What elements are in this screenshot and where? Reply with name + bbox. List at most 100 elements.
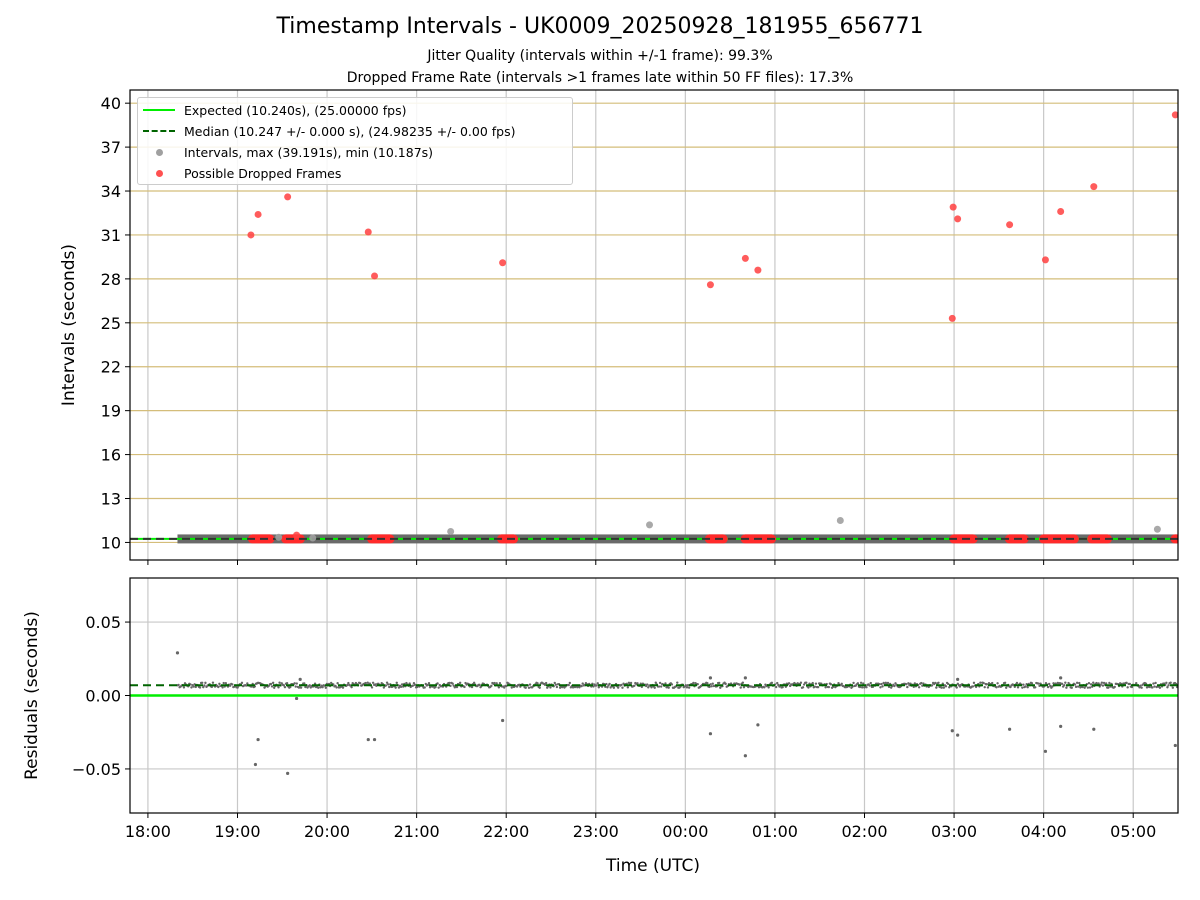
residual-point xyxy=(1154,681,1157,685)
residual-point xyxy=(217,685,220,689)
residual-point xyxy=(472,681,476,685)
residual-point xyxy=(657,685,661,688)
residual-point xyxy=(411,684,415,687)
dropped-frame-point xyxy=(948,314,956,322)
residual-point xyxy=(1135,682,1138,685)
dropped-frame-point xyxy=(1090,183,1098,191)
residual-point xyxy=(1081,685,1084,689)
residual-outlier-point xyxy=(743,754,747,758)
residual-point xyxy=(1003,681,1007,685)
residual-point xyxy=(549,686,552,689)
residual-point xyxy=(692,681,695,685)
residual-point xyxy=(1021,686,1024,689)
residual-point xyxy=(285,681,289,685)
legend-dropped-label: Possible Dropped Frames xyxy=(184,165,342,181)
residual-point xyxy=(203,684,206,687)
residual-point xyxy=(837,681,840,685)
residual-point xyxy=(538,686,541,689)
residual-outlier-point xyxy=(1008,727,1012,731)
dropped-frame-point xyxy=(949,203,957,211)
residual-point xyxy=(626,686,630,689)
residual-point xyxy=(218,682,221,686)
interval-point xyxy=(275,533,283,541)
residual-point xyxy=(942,686,946,689)
residual-point xyxy=(829,683,833,686)
residual-point xyxy=(738,683,741,686)
x-tick-label: 20:00 xyxy=(304,822,350,841)
residual-point xyxy=(774,685,778,689)
residual-point xyxy=(886,681,890,685)
residual-point xyxy=(739,686,742,689)
intervals-y-tick-label: 19 xyxy=(101,402,121,421)
x-tick-label: 18:00 xyxy=(125,822,171,841)
residual-point xyxy=(893,684,896,688)
residual-point xyxy=(347,681,350,685)
residual-point xyxy=(991,681,994,685)
residual-point xyxy=(708,685,711,689)
residual-point xyxy=(621,686,624,689)
intervals-y-tick-label: 13 xyxy=(101,490,121,509)
interval-point xyxy=(646,521,654,529)
residual-point xyxy=(1171,686,1175,689)
dropped-frame-point xyxy=(1041,256,1049,264)
residual-point xyxy=(606,686,609,689)
residual-point xyxy=(463,685,466,689)
residual-point xyxy=(437,686,440,689)
residual-outlier-point xyxy=(366,737,370,742)
residual-point xyxy=(865,685,868,689)
residual-point xyxy=(317,686,320,689)
residual-point xyxy=(1078,681,1081,685)
residual-point xyxy=(231,683,234,686)
residual-point xyxy=(436,682,439,685)
x-tick-label: 00:00 xyxy=(662,822,708,841)
residual-point xyxy=(940,686,943,689)
residual-point xyxy=(709,683,712,686)
residual-point xyxy=(364,681,367,685)
residual-point xyxy=(905,683,908,686)
residual-point xyxy=(434,685,437,689)
intervals-y-tick-label: 22 xyxy=(101,358,121,377)
legend-item-median: Median (10.247 +/- 0.000 s), (24.98235 +… xyxy=(142,121,515,141)
residuals-data xyxy=(130,651,1178,775)
residual-point xyxy=(278,681,281,684)
residual-point xyxy=(1022,683,1025,686)
residual-point xyxy=(996,682,999,685)
residual-point xyxy=(273,686,276,689)
residual-point xyxy=(696,682,699,686)
residual-point xyxy=(294,685,297,688)
residual-point xyxy=(385,681,389,684)
residual-point xyxy=(879,686,882,689)
dropped-frame-point xyxy=(247,231,255,239)
residual-point xyxy=(859,681,863,684)
residual-outlier-point xyxy=(756,723,760,727)
residual-point xyxy=(495,682,498,685)
residual-point xyxy=(394,686,397,689)
residual-point xyxy=(880,682,883,686)
residual-point xyxy=(887,685,891,689)
residual-point xyxy=(860,686,864,689)
residual-point xyxy=(1030,682,1034,685)
residual-point xyxy=(210,685,214,689)
residual-point xyxy=(423,686,426,689)
residual-point xyxy=(858,685,862,689)
residual-point xyxy=(368,682,372,685)
residual-point xyxy=(1075,681,1079,685)
residual-point xyxy=(597,686,601,689)
residual-point xyxy=(907,682,910,685)
residual-point xyxy=(426,683,430,687)
residual-point xyxy=(1140,686,1143,689)
residual-point xyxy=(1104,682,1108,685)
residual-point xyxy=(518,683,521,687)
residual-point xyxy=(527,686,531,689)
residual-point xyxy=(1166,686,1169,689)
residual-point xyxy=(1101,684,1105,687)
dropped-frame-point xyxy=(1057,208,1065,216)
residual-point xyxy=(553,681,556,685)
dropped-frame-point xyxy=(754,266,762,274)
residual-point xyxy=(386,683,390,686)
residual-point xyxy=(528,683,532,686)
residual-point xyxy=(685,686,689,689)
residual-point xyxy=(211,681,215,684)
residual-point xyxy=(955,686,958,689)
residual-point xyxy=(1113,685,1116,689)
